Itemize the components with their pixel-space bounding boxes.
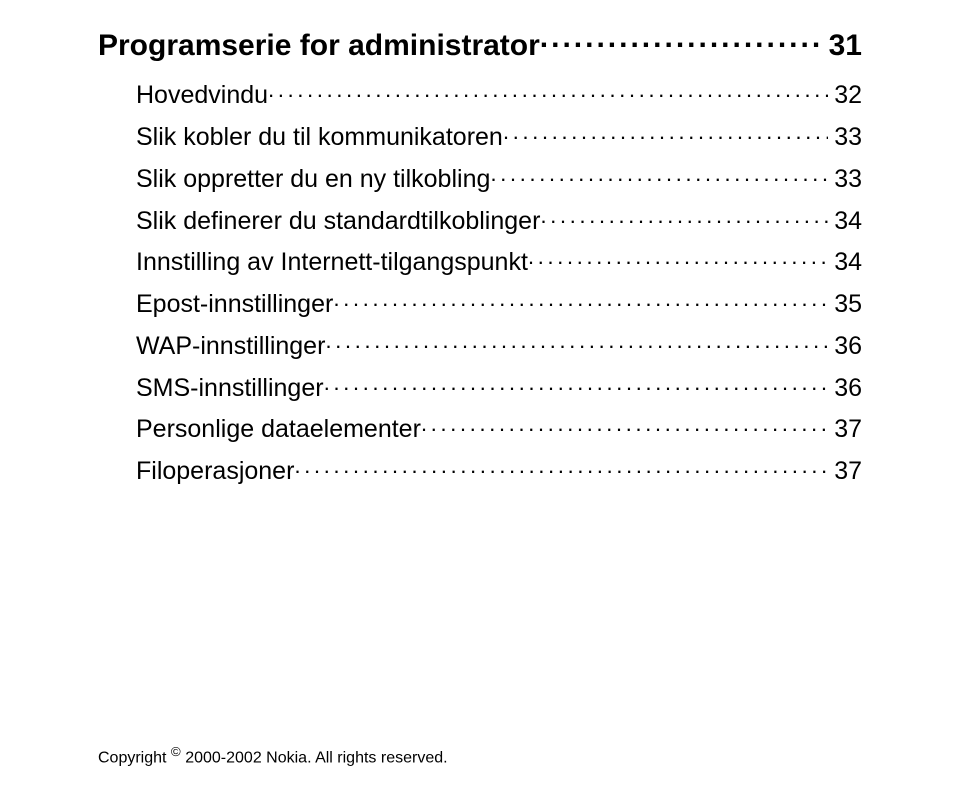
leader-dots bbox=[294, 450, 828, 479]
toc-item-label: Slik definerer du standardtilkoblinger bbox=[136, 207, 540, 236]
toc-item-row: Epost-innstillinger 35 bbox=[136, 283, 862, 319]
toc-item-page: 32 bbox=[828, 81, 862, 110]
leader-dots bbox=[324, 367, 829, 396]
toc-item-page: 33 bbox=[828, 123, 862, 152]
copyright-footer: Copyright © 2000-2002 Nokia. All rights … bbox=[98, 744, 448, 767]
toc-item-label: Epost-innstillinger bbox=[136, 290, 333, 319]
toc-item-row: Innstilling av Internett-tilgangspunkt 3… bbox=[136, 242, 862, 278]
document-page: Programserie for administrator 31 Hovedv… bbox=[0, 0, 960, 803]
leader-dots bbox=[540, 20, 823, 55]
toc-item-page: 33 bbox=[828, 165, 862, 194]
toc-item-row: Slik kobler du til kommunikatoren 33 bbox=[136, 116, 862, 152]
footer-rest: 2000-2002 Nokia. All rights reserved. bbox=[181, 749, 448, 766]
toc-item-row: SMS-innstillinger 36 bbox=[136, 367, 862, 403]
toc-item-row: Slik oppretter du en ny tilkobling 33 bbox=[136, 158, 862, 194]
leader-dots bbox=[540, 200, 828, 229]
toc-item-page: 36 bbox=[828, 374, 862, 403]
toc-heading-row: Programserie for administrator 31 bbox=[98, 20, 862, 63]
toc-item-page: 36 bbox=[828, 332, 862, 361]
toc-heading-page: 31 bbox=[823, 29, 862, 63]
leader-dots bbox=[333, 283, 828, 312]
toc-heading-label: Programserie for administrator bbox=[98, 29, 540, 63]
copyright-symbol: © bbox=[171, 744, 181, 759]
toc-item-label: SMS-innstillinger bbox=[136, 374, 324, 403]
toc-item-page: 35 bbox=[828, 290, 862, 319]
toc-item-row: Slik definerer du standardtilkoblinger 3… bbox=[136, 200, 862, 236]
toc-item-label: Slik kobler du til kommunikatoren bbox=[136, 123, 503, 152]
toc-item-row: Filoperasjoner 37 bbox=[136, 450, 862, 486]
toc-item-label: Personlige dataelementer bbox=[136, 415, 421, 444]
toc-item-row: Personlige dataelementer 37 bbox=[136, 409, 862, 445]
leader-dots bbox=[421, 409, 828, 438]
leader-dots bbox=[325, 325, 828, 354]
toc-item-page: 37 bbox=[828, 457, 862, 486]
leader-dots bbox=[503, 116, 828, 145]
toc-item-label: WAP-innstillinger bbox=[136, 332, 325, 361]
toc-item-page: 34 bbox=[828, 248, 862, 277]
leader-dots bbox=[268, 75, 828, 104]
toc-item-page: 37 bbox=[828, 415, 862, 444]
footer-prefix: Copyright bbox=[98, 749, 171, 766]
toc-item-row: WAP-innstillinger 36 bbox=[136, 325, 862, 361]
leader-dots bbox=[490, 158, 828, 187]
toc-item-label: Filoperasjoner bbox=[136, 457, 294, 486]
toc-item-label: Slik oppretter du en ny tilkobling bbox=[136, 165, 490, 194]
toc-item-label: Innstilling av Internett-tilgangspunkt bbox=[136, 248, 528, 277]
toc-item-page: 34 bbox=[828, 207, 862, 236]
toc-item-row: Hovedvindu 32 bbox=[136, 75, 862, 111]
leader-dots bbox=[528, 242, 828, 271]
toc-item-label: Hovedvindu bbox=[136, 81, 268, 110]
